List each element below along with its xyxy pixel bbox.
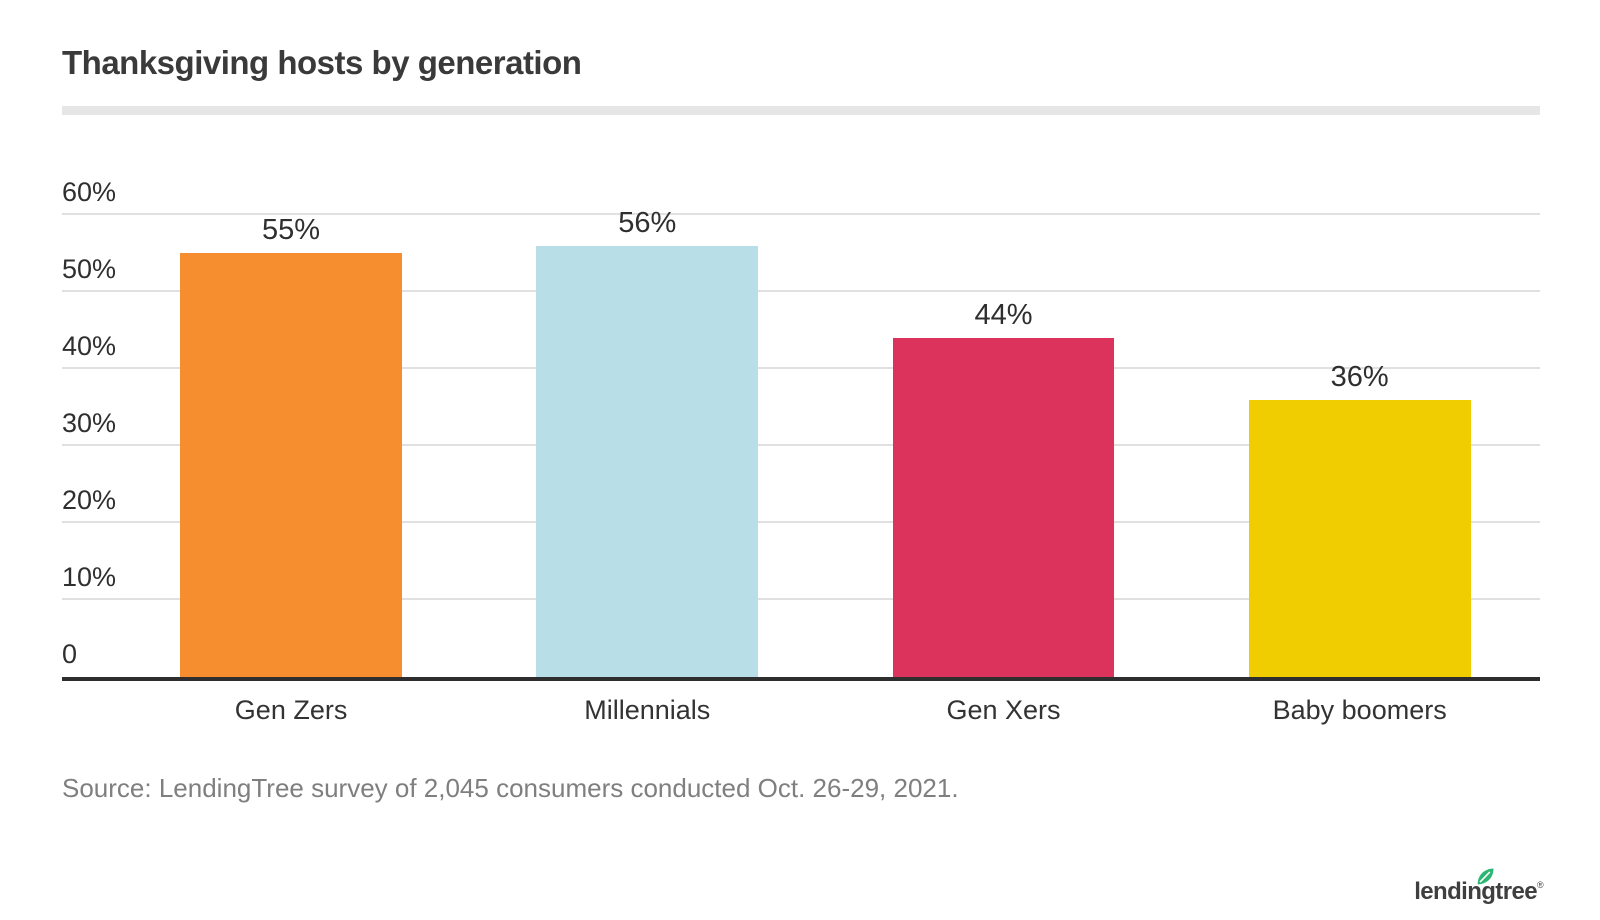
x-tick-label-gen-xers: Gen Xers (946, 694, 1061, 725)
source-note: Source: LendingTree survey of 2,045 cons… (62, 772, 959, 803)
y-tick-label: 40% (62, 330, 117, 361)
gridline-50% (62, 289, 1540, 292)
title-divider (62, 105, 1540, 115)
gridline-10% (62, 597, 1540, 600)
logo-text: lendingtree (1414, 878, 1537, 905)
bar-value-label: 36% (1330, 360, 1389, 393)
y-tick-label: 50% (62, 253, 117, 284)
bar-gen-zers: 55% (180, 216, 402, 677)
leaf-icon (1477, 868, 1494, 885)
bar-gen-xers: 44% (892, 301, 1115, 677)
x-tick-label-millennials: Millennials (584, 694, 711, 725)
y-tick-label: 20% (62, 484, 117, 515)
gridline-20% (62, 520, 1540, 523)
plot-area: 0 10% 20% 30% 40% 50% 60% 55% 56% 44% 36% (62, 117, 1540, 681)
gridline-60% (62, 212, 1540, 215)
lendingtree-logo: lendingtree® (1414, 868, 1544, 905)
gridline-30% (62, 443, 1540, 446)
x-tick-label-gen-zers: Gen Zers (234, 694, 348, 725)
gridline-40% (62, 366, 1540, 369)
y-tick-label: 30% (62, 407, 117, 438)
bar-value-label: 44% (974, 299, 1033, 332)
y-tick-label: 0 (62, 638, 78, 669)
y-tick-label: 60% (62, 176, 117, 207)
y-tick-label: 10% (62, 561, 117, 592)
content-area: Thanksgiving hosts by generation 0 10% 20%… (62, 0, 1540, 804)
registered-mark: ® (1536, 880, 1544, 890)
bar-value-label: 55% (262, 214, 321, 247)
bar-baby-boomers: 36% (1248, 362, 1471, 677)
bar-value-label: 56% (618, 206, 677, 239)
x-tick-label-baby-boomers: Baby boomers (1272, 694, 1447, 725)
bar-millennials: 56% (536, 208, 759, 677)
bar-chart: 0 10% 20% 30% 40% 50% 60% 55% 56% 44% 36% Gen Zers… (62, 117, 1540, 737)
x-axis-labels: Gen Zers Millennials Gen Xers Baby boomers (62, 681, 1540, 737)
chart-title: Thanksgiving hosts by generation (62, 44, 582, 81)
